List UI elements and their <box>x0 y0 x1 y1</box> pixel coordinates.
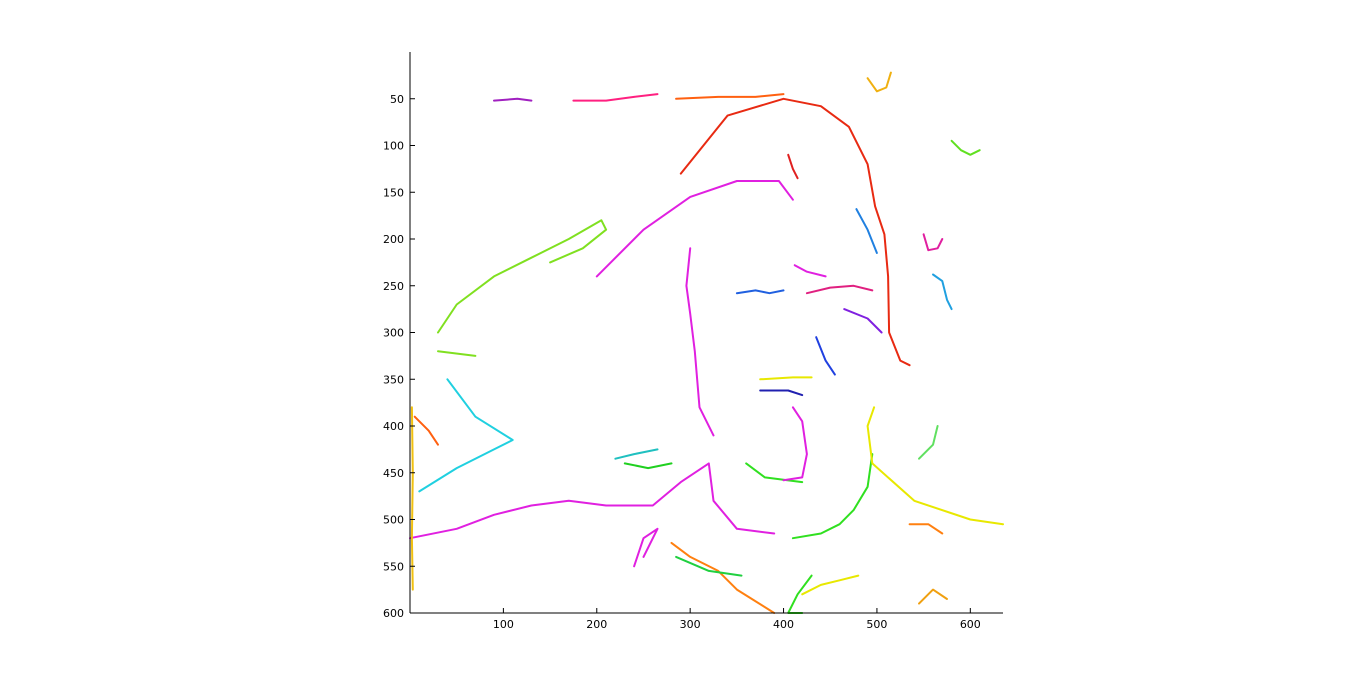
series-right-magenta <box>922 233 944 252</box>
y-tick-label: 250 <box>383 280 404 293</box>
series-eye-left <box>735 289 785 295</box>
x-tick-label: 200 <box>586 618 607 631</box>
y-tick-label: 300 <box>383 327 404 340</box>
series-mid-cyan <box>614 448 659 460</box>
series-mouth-yellow <box>759 376 813 381</box>
y-tick-label: 200 <box>383 233 404 246</box>
y-tick-label: 450 <box>383 467 404 480</box>
axes: 100 200 300 400 500 600 50 100 150 200 250 300 350 40… <box>383 52 1003 631</box>
series-bottom-green <box>675 555 743 577</box>
series-shoulder-yellow <box>866 406 1004 526</box>
series-mid-green <box>623 462 673 470</box>
series-center-red <box>787 153 799 180</box>
series-top-pink <box>572 93 659 102</box>
series-top-orange <box>675 93 785 100</box>
series-cheek-green <box>791 453 874 540</box>
x-tick-label: 300 <box>680 618 701 631</box>
series-face-cyan <box>418 378 514 493</box>
series-forehead <box>595 180 794 278</box>
series-collar-inner <box>633 527 659 568</box>
y-tick-label: 400 <box>383 420 404 433</box>
y-tick-label: 150 <box>383 186 404 199</box>
series-lower-right-orange <box>908 523 944 535</box>
series-nose-magenta <box>782 406 808 482</box>
x-tick-label: 100 <box>493 618 514 631</box>
series-collar-curve <box>409 462 776 540</box>
y-tick-label: 500 <box>383 514 404 527</box>
series-nose-blue <box>815 336 836 376</box>
series-left-cheek <box>685 247 715 437</box>
series-top-right-yellow <box>866 71 892 93</box>
y-tick-label: 50 <box>390 93 404 106</box>
series-cravat-green <box>787 574 813 614</box>
series-top-purple <box>493 97 533 102</box>
series-left-orange <box>413 415 439 446</box>
series-brow-right <box>843 308 883 334</box>
y-tick-label: 100 <box>383 140 404 153</box>
x-tick-label: 600 <box>960 618 981 631</box>
series-eye-right <box>805 284 874 295</box>
series-left-yellow <box>410 406 414 591</box>
plot-area <box>409 71 1004 614</box>
series-chin-green <box>745 462 804 484</box>
series-coat-line-2 <box>437 350 477 357</box>
series-cheek-magenta <box>793 264 827 278</box>
series-hair-outline <box>679 97 911 367</box>
x-tick-label: 500 <box>866 618 887 631</box>
y-tick-label: 350 <box>383 373 404 386</box>
series-bottom-orange <box>670 541 776 614</box>
series-corner-orange <box>918 588 948 605</box>
series-lip-blue <box>759 389 804 397</box>
x-tick-label: 400 <box>773 618 794 631</box>
series-right-blue <box>855 208 878 254</box>
y-tick-label: 600 <box>383 607 404 620</box>
series-right-cyan <box>932 273 953 311</box>
series-right-green <box>950 139 981 156</box>
series-right-green-2 <box>918 425 939 460</box>
series-coat-left <box>437 219 608 334</box>
y-tick-label: 550 <box>383 560 404 573</box>
series-neck-yellow <box>801 574 860 596</box>
